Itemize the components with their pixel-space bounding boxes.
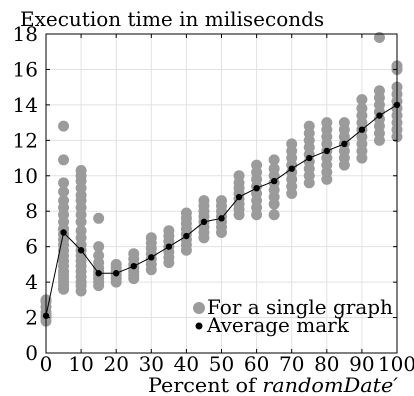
data-point-single [93, 250, 105, 262]
data-point-single [145, 232, 157, 244]
data-point-average [235, 193, 243, 201]
data-point-single [216, 195, 227, 207]
y-tick-label: 4 [25, 270, 38, 294]
legend-marker-single [193, 302, 205, 314]
data-point-average [148, 254, 155, 261]
chart-title: Execution time in miliseconds [20, 7, 324, 31]
series-average-mark [42, 101, 401, 319]
x-tick-label: 70 [279, 352, 304, 376]
y-tick-label: 16 [13, 57, 38, 81]
data-point-average [77, 247, 85, 254]
data-point-single [268, 209, 280, 221]
data-point-single [286, 138, 298, 150]
x-axis-title: Percent of randomDate′ [148, 373, 398, 396]
data-point-average [165, 243, 173, 250]
x-tick-label: 30 [139, 352, 164, 376]
data-point-average [183, 232, 190, 240]
data-point-single [338, 117, 350, 129]
legend-marker-average [195, 322, 203, 330]
y-tick-label: 8 [25, 199, 38, 223]
y-tick-label: 0 [25, 341, 38, 365]
x-tick-label: 40 [174, 352, 199, 376]
data-point-single [93, 212, 105, 224]
data-point-single [356, 94, 368, 106]
data-point-single [163, 225, 175, 237]
data-point-single [303, 120, 315, 132]
data-point-average [376, 112, 383, 119]
data-point-single [268, 163, 280, 175]
data-point-average [60, 229, 67, 236]
data-point-single [75, 225, 87, 237]
legend: For a single graph Average mark [193, 295, 393, 337]
y-tick-label: 18 [13, 22, 38, 46]
y-tick-label: 14 [13, 93, 38, 117]
data-point-average [253, 184, 260, 192]
data-point-average [323, 147, 330, 155]
x-tick-label: 60 [244, 352, 269, 376]
data-point-single [268, 154, 280, 166]
data-point-average [306, 154, 313, 162]
x-tick-label: 20 [103, 352, 128, 376]
x-tick-label: 100 [378, 352, 414, 376]
data-point-single [58, 195, 70, 207]
data-point-average [270, 177, 278, 185]
x-tick-label: 80 [314, 352, 339, 376]
data-point-average [218, 215, 225, 222]
data-point-single [58, 186, 70, 198]
data-point-single [356, 102, 368, 114]
data-point-single [58, 120, 70, 132]
x-tick-label: 10 [68, 352, 93, 376]
data-point-single [110, 258, 122, 270]
data-point-average [358, 126, 366, 133]
x-axis-title-text: Percent of [148, 373, 262, 396]
data-point-single [58, 154, 70, 166]
data-point-average [113, 270, 120, 277]
y-tick-label: 2 [25, 306, 38, 330]
x-tick-label: 90 [349, 352, 374, 376]
data-point-single [373, 32, 385, 44]
data-point-single [373, 85, 385, 97]
data-point-single [93, 241, 105, 253]
x-tick-label: 50 [209, 352, 234, 376]
data-point-single [233, 170, 245, 182]
data-point-single [251, 159, 263, 171]
data-point-average [130, 262, 137, 270]
data-point-average [95, 270, 102, 277]
x-axis-title-emphasis: randomDate′ [262, 373, 398, 396]
y-tick-label: 12 [13, 128, 38, 152]
data-point-average [200, 218, 208, 226]
legend-label-average: Average mark [206, 313, 350, 337]
x-tick-label: 0 [40, 352, 53, 376]
data-point-single [198, 195, 210, 207]
data-point-average [288, 165, 295, 172]
y-tick-label: 10 [13, 164, 38, 188]
data-point-single [321, 117, 333, 129]
data-point-single [58, 177, 70, 189]
data-point-single [180, 207, 192, 219]
legend-label-single: For a single graph [207, 295, 393, 319]
data-point-single [128, 248, 140, 260]
data-point-average [341, 140, 348, 148]
data-point-single [75, 164, 87, 176]
y-tick-label: 6 [25, 235, 38, 259]
